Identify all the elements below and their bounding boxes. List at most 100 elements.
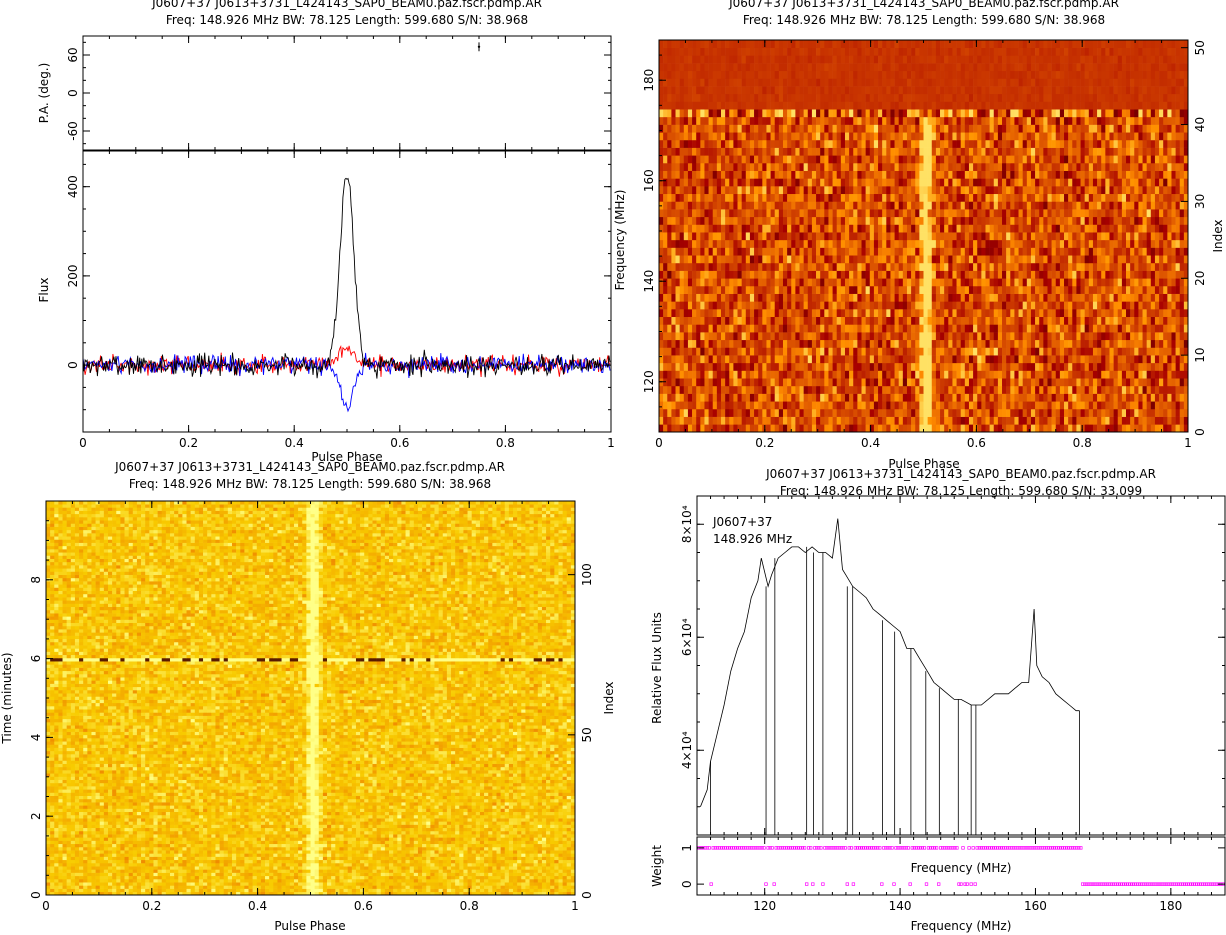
heat-cell bbox=[663, 301, 668, 310]
heat-cell bbox=[803, 262, 809, 271]
heat-cell bbox=[820, 393, 825, 402]
heat-cell bbox=[667, 278, 672, 287]
heat-cell bbox=[782, 201, 788, 210]
heat-cell bbox=[1130, 332, 1135, 341]
heat-cell bbox=[799, 216, 804, 225]
heat-cell bbox=[832, 262, 838, 271]
heat-cell bbox=[832, 424, 838, 433]
heat-cell bbox=[981, 278, 986, 287]
heat-cell bbox=[1022, 193, 1028, 202]
heat-cell bbox=[696, 301, 701, 310]
heat-cell bbox=[985, 216, 990, 225]
heat-cell bbox=[828, 155, 833, 164]
heat-cell bbox=[898, 285, 904, 294]
heat-cell bbox=[663, 255, 668, 264]
heat-cell bbox=[952, 378, 957, 387]
heat-cell bbox=[840, 239, 846, 248]
heat-cell bbox=[1080, 378, 1085, 387]
heat-cell bbox=[915, 193, 920, 202]
heat-cell bbox=[820, 147, 825, 156]
heat-cell bbox=[737, 170, 742, 179]
heat-cell bbox=[1072, 186, 1077, 195]
heat-cell bbox=[861, 408, 866, 417]
heat-cell bbox=[828, 385, 833, 394]
heat-cell bbox=[716, 424, 722, 433]
heat-cell bbox=[692, 255, 697, 264]
heat-cell bbox=[770, 201, 776, 210]
heat-cell bbox=[778, 324, 784, 333]
heat-cell bbox=[683, 362, 689, 371]
heat-cell bbox=[758, 270, 763, 279]
heat-cell bbox=[1163, 270, 1168, 279]
heat-cell bbox=[931, 316, 937, 325]
heat-cell bbox=[1018, 216, 1023, 225]
heat-cell bbox=[820, 285, 825, 294]
heat-cell bbox=[807, 293, 813, 302]
heat-cell bbox=[778, 162, 784, 171]
heat-cell bbox=[663, 139, 668, 148]
heat-cell bbox=[1159, 278, 1164, 287]
heat-cell bbox=[849, 424, 854, 433]
heat-cell bbox=[1084, 370, 1090, 379]
heat-cell bbox=[1097, 316, 1102, 325]
heat-cell bbox=[692, 416, 697, 425]
heat-cell bbox=[1064, 370, 1069, 379]
heat-cell bbox=[675, 255, 680, 264]
heat-cell bbox=[791, 278, 796, 287]
heat-cell bbox=[663, 408, 668, 417]
heat-cell bbox=[861, 370, 866, 379]
heat-cell bbox=[1088, 339, 1094, 348]
heat-cell bbox=[791, 162, 796, 171]
heat-cell bbox=[1055, 170, 1061, 179]
heat-cell bbox=[919, 162, 924, 171]
heat-cell bbox=[770, 209, 776, 218]
heat-cell bbox=[997, 378, 1003, 387]
heat-cell bbox=[1183, 362, 1189, 371]
heat-cell bbox=[778, 170, 784, 179]
heat-cell bbox=[1084, 385, 1090, 394]
heat-cell bbox=[977, 186, 982, 195]
heat-cell bbox=[1146, 170, 1152, 179]
heat-cell bbox=[659, 178, 664, 187]
heat-cell bbox=[869, 355, 875, 364]
heat-cell bbox=[886, 301, 891, 310]
heat-cell bbox=[1014, 247, 1019, 256]
heat-cell bbox=[1092, 147, 1098, 156]
heat-cell bbox=[1159, 347, 1164, 356]
heat-cell bbox=[973, 347, 978, 356]
heat-cell bbox=[828, 247, 833, 256]
heat-cell bbox=[787, 216, 792, 225]
heat-cell bbox=[1183, 216, 1189, 225]
heat-cell bbox=[1022, 147, 1028, 156]
heat-cell bbox=[844, 170, 850, 179]
heat-cell bbox=[832, 224, 838, 233]
heat-cell bbox=[849, 347, 854, 356]
freq-phase-title-line2: Freq: 148.926 MHz BW: 78.125 Length: 599… bbox=[743, 13, 1105, 27]
heat-cell bbox=[906, 232, 912, 241]
heat-cell bbox=[692, 224, 697, 233]
heat-cell bbox=[1006, 247, 1011, 256]
heat-cell bbox=[679, 239, 685, 248]
heat-cell bbox=[700, 216, 705, 225]
heat-cell bbox=[869, 155, 875, 164]
heat-cell bbox=[820, 362, 825, 371]
heat-cell bbox=[869, 362, 875, 371]
heat-cell bbox=[890, 416, 895, 425]
heat-cell bbox=[659, 293, 664, 302]
heat-cell bbox=[745, 239, 751, 248]
heat-cell bbox=[811, 270, 817, 279]
heat-cell bbox=[675, 385, 680, 394]
heat-cell bbox=[869, 239, 875, 248]
heat-cell bbox=[1179, 255, 1185, 264]
heat-cell bbox=[791, 416, 796, 425]
heat-cell bbox=[931, 393, 937, 402]
y-tick-label: 0 bbox=[66, 89, 80, 97]
heat-cell bbox=[1022, 370, 1028, 379]
heat-cell bbox=[1126, 209, 1131, 218]
heat-cell bbox=[1171, 301, 1176, 310]
heat-cell bbox=[1022, 401, 1028, 410]
heat-cell bbox=[778, 193, 784, 202]
heat-cell bbox=[1006, 270, 1011, 279]
heat-cell bbox=[1022, 278, 1028, 287]
heat-cell bbox=[844, 155, 850, 164]
